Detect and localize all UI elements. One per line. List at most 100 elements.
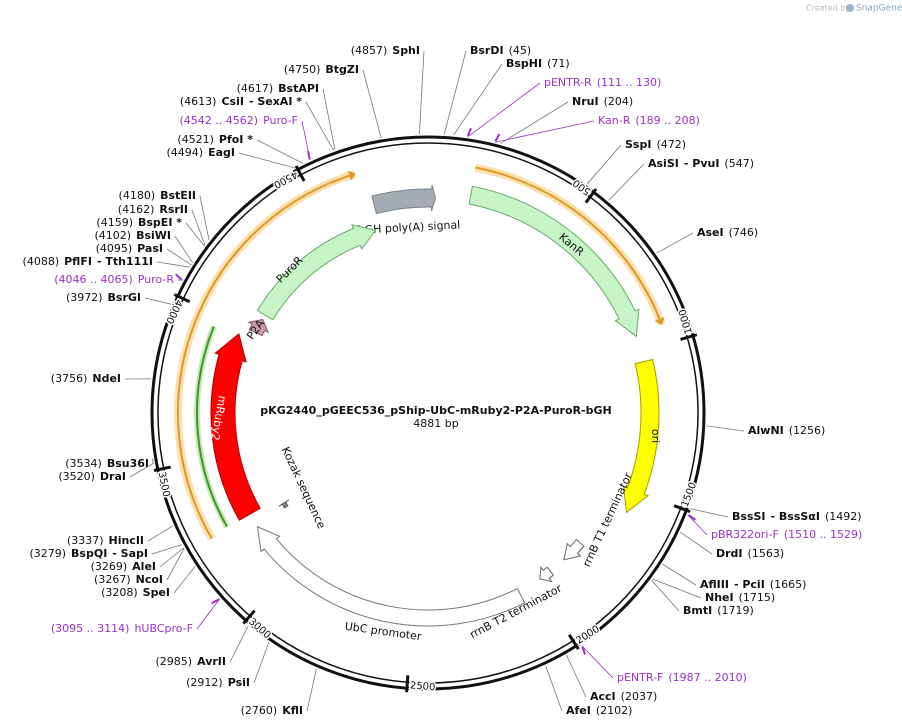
site-label: NruI (204) [500,95,633,144]
enzyme-name: - Tth111I [97,255,153,268]
label-text: (3520) DraI [58,470,126,483]
site-label: (4750) BtgZI [284,63,382,139]
label-text: (2912) PsiI [186,676,250,689]
enzyme-name: PsiI [228,676,250,689]
label-part: (4857) [351,44,388,57]
enzyme-name: BmtI [683,604,712,617]
plasmid-name: pKG2440_pGEEC536_pShip-UbC-mRuby2-P2A-Pu… [260,404,611,417]
enzyme-name: AseI [697,226,724,239]
leader-line [305,101,334,151]
enzyme-name: SspI [625,138,651,151]
enzyme-name: AccI [590,690,616,703]
label-text: NruI (204) [572,95,633,108]
enzyme-name: AlwNI [748,424,784,437]
enzyme-name: BtgZI [325,63,359,76]
label-part: (4521) [177,133,214,146]
primer-label: pENTR-F (1987 .. 2010) [581,645,747,684]
feature-arrow [256,224,377,321]
label-part: (3972) [66,291,103,304]
label-part: (4750) [284,63,321,76]
enzyme-name: PflFI [64,255,92,268]
enzyme-name: BsrGI [108,291,141,304]
enzyme-name: NruI [572,95,599,108]
label-text: (3337) HincII [67,534,144,547]
tick-mark [680,333,698,341]
leader-line [586,144,622,185]
label-part: (4159) [96,216,133,229]
enzyme-name: NdeI [92,372,121,385]
enzyme-name: - PciI [734,578,765,591]
leader-line [256,139,304,164]
enzyme-name: BstEII [160,189,196,202]
label-part: (3756) [51,372,88,385]
label-text: NheI (1715) [705,591,775,604]
leader-line [166,548,185,581]
enzyme-name: DraI [100,470,126,483]
label-part: (3534) [65,457,102,470]
enzyme-name: EagI [208,146,235,159]
primer-label: pENTR-R (111 .. 130) [466,76,661,138]
enzyme-name: AleI [132,560,156,573]
site-label: BssSI - BssSαI (1492) [690,508,862,523]
primer-mark [307,150,311,160]
label-part: (204) [604,95,634,108]
label-text: (2760) KflI [241,704,303,717]
feature-arrow [256,525,526,627]
label-text: Kan-R (189 .. 208) [598,114,700,127]
label-text: pENTR-F (1987 .. 2010) [617,671,747,684]
leader-line [566,655,587,698]
label-text: (3269) AleI [91,560,156,573]
leader-line [453,63,503,136]
label-text: (4542 .. 4562) Puro-F [180,114,299,127]
label-text: pBR322ori-F (1510 .. 1529) [711,528,862,541]
enzyme-name: KflI [282,704,303,717]
label-text: (4102) BsiWI [94,229,171,242]
label-part: (1256) [789,424,826,437]
label-text: (3208) SpeI [101,586,170,599]
tick-mark [673,504,691,514]
label-part: (45) [509,44,532,57]
label-text: (4088) PflFI - Tth111I [23,255,153,268]
leader-line [687,514,708,536]
feature-label: ori [649,429,662,443]
leader-line [500,101,569,144]
label-text: (4857) SphI [351,44,420,57]
site-label: BmtI (1719) [651,579,754,617]
label-text: (3534) Bsu36I [65,457,149,470]
label-part: (1987 .. 2010) [668,671,747,684]
orf-arc [177,172,356,540]
leader-line [706,425,745,432]
enzyme-name: BstAPI [278,82,319,95]
label-text: BssSI - BssSαI (1492) [732,510,862,523]
label-part: (746) [729,226,759,239]
orf-arc [475,166,663,325]
leader-line [651,579,680,612]
site-label: (3208) SpeI [101,566,196,599]
label-text: (4180) BstEII [119,189,196,202]
site-label: (4088) PflFI - Tth111I [23,255,191,268]
leader-line [418,50,425,135]
site-label: DrdI (1563) [680,531,784,560]
leader-line [656,232,694,254]
label-part: (4102) [94,229,131,242]
enzyme-name: - SapI [112,547,148,560]
tick-label: 4500 [272,168,300,190]
label-part: (4162) [118,203,155,216]
leader-line [495,120,595,143]
label-text: SspI (472) [625,138,686,151]
enzyme-name: Bsu36I [107,457,149,470]
label-part: (4617) [237,82,274,95]
primer-mark [211,598,220,605]
leader-line [129,462,154,478]
label-text: (4521) PfoI * [177,133,253,146]
leader-line [443,50,467,135]
label-part: Puro-F [263,114,298,127]
label-text: BspHI (71) [506,57,570,70]
label-text: AseI (746) [697,226,758,239]
label-text: (4613) CsiI - SexAI * [180,95,302,108]
label-part: (2037) [621,690,658,703]
enzyme-name: - BssSαI [771,510,820,523]
primer-mark [466,127,472,137]
enzyme-name: SpeI [143,586,170,599]
tick-mark [242,609,256,625]
